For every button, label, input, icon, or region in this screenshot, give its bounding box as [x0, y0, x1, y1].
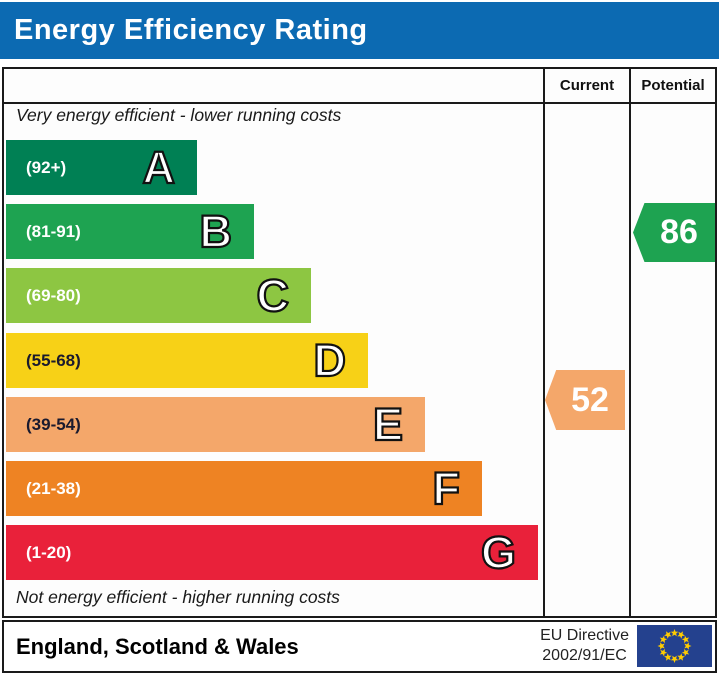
eu-flag-icon — [637, 625, 712, 667]
note-very-efficient: Very energy efficient - lower running co… — [16, 105, 342, 125]
band-letter: A — [141, 141, 176, 194]
band-G: (1-20) G — [6, 525, 538, 580]
region-label: England, Scotland & Wales — [16, 634, 299, 659]
band-E: (39-54) E — [6, 397, 425, 452]
band-letter: E — [372, 398, 404, 451]
band-A: (92+) A — [6, 140, 197, 195]
column-header-current: Current — [559, 77, 615, 94]
band-range-label: (21-38) — [26, 479, 81, 498]
band-range-label: (1-20) — [26, 543, 72, 562]
band-letter: C — [255, 269, 290, 322]
band-range-label: (81-91) — [26, 222, 81, 241]
current-rating-arrow: 52 — [545, 370, 625, 430]
potential-rating-value: 86 — [660, 213, 698, 251]
band-D: (55-68) D — [6, 333, 368, 388]
page-title: Energy Efficiency Rating — [14, 14, 368, 46]
band-letter: D — [312, 334, 347, 387]
column-divider-potential — [629, 69, 631, 616]
eu-directive-label: EU Directive 2002/91/EC — [540, 627, 629, 664]
note-not-efficient: Not energy efficient - higher running co… — [16, 587, 340, 607]
title-bar: Energy Efficiency Rating — [0, 2, 719, 59]
band-range-label: (69-80) — [26, 286, 81, 305]
column-divider-current — [543, 69, 545, 616]
epc-rating-chart: Current Potential Very energy efficient … — [2, 67, 717, 618]
current-rating-value: 52 — [571, 381, 609, 419]
band-range-label: (92+) — [26, 158, 67, 177]
column-header-potential: Potential — [641, 77, 705, 94]
potential-rating-arrow: 86 — [633, 203, 715, 262]
band-B: (81-91) B — [6, 204, 254, 259]
band-letter: F — [431, 462, 461, 515]
header-underline — [4, 102, 715, 104]
band-range-label: (39-54) — [26, 415, 81, 434]
footer: England, Scotland & Wales EU Directive 2… — [2, 620, 717, 673]
band-C: (69-80) C — [6, 268, 311, 323]
band-range-label: (55-68) — [26, 351, 81, 370]
band-F: (21-38) F — [6, 461, 482, 516]
band-letter: G — [480, 526, 517, 579]
band-letter: B — [198, 205, 233, 258]
